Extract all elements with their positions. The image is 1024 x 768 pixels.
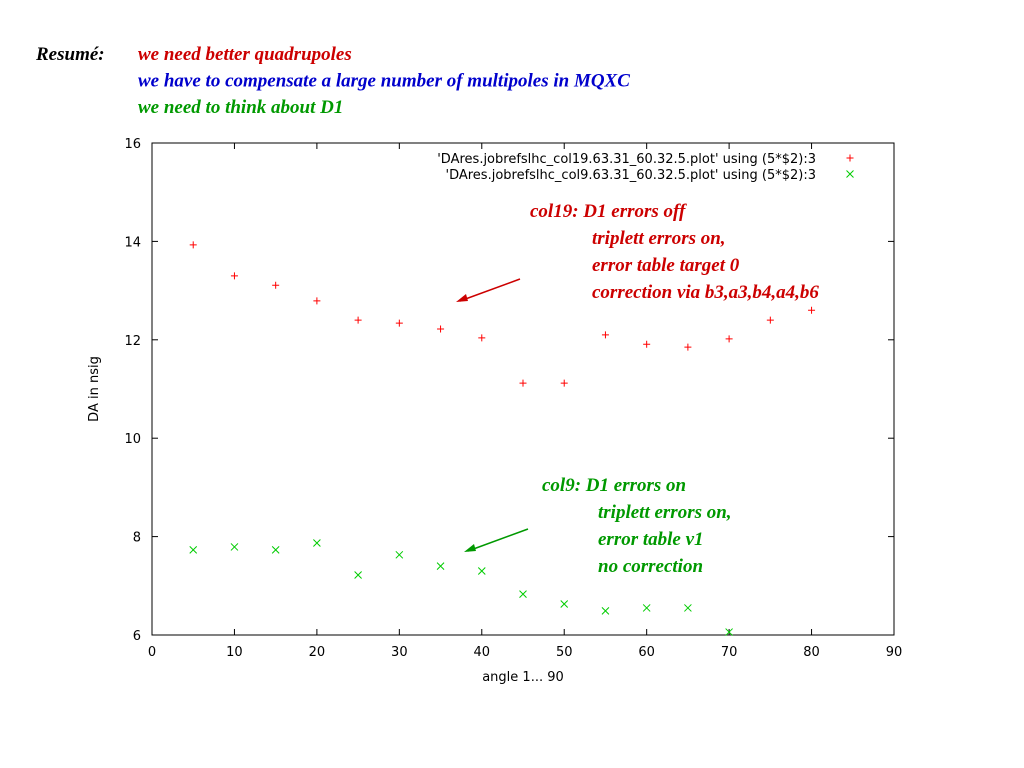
point	[354, 316, 362, 324]
legend-label: 'DAres.jobrefslhc_col9.63.31_60.32.5.plo…	[446, 168, 817, 183]
point	[684, 604, 692, 612]
annotation: col19: D1 errors off	[530, 201, 687, 222]
x-tick-label: 10	[226, 645, 243, 660]
point	[230, 543, 239, 551]
x-tick-label: 20	[309, 645, 326, 660]
point	[643, 340, 651, 348]
x-tick-label: 30	[391, 645, 408, 660]
annotation: correction via b3,a3,b4,a4,b6	[592, 282, 819, 303]
y-tick-label: 6	[133, 629, 141, 644]
point	[437, 325, 445, 333]
point	[642, 604, 651, 612]
annotation: col9: D1 errors on	[542, 475, 686, 496]
y-tick-label: 14	[124, 235, 141, 250]
point	[519, 590, 527, 599]
arrow	[459, 278, 521, 302]
point	[519, 379, 527, 387]
y-axis-label: DA in nsig	[87, 356, 102, 422]
point	[230, 272, 238, 280]
point	[846, 154, 854, 162]
annotation: triplett errors on,	[592, 228, 726, 249]
point	[684, 343, 692, 351]
arrow-head	[464, 544, 476, 552]
point	[354, 571, 362, 579]
x-tick-label: 90	[886, 645, 903, 660]
arrow-head	[456, 294, 468, 302]
point	[560, 379, 568, 387]
slide-line: we need to think about D1	[138, 97, 343, 118]
point	[808, 306, 816, 314]
annotation: triplett errors on,	[598, 502, 732, 523]
slide-heading: Resumé:	[35, 44, 105, 65]
y-tick-label: 10	[124, 432, 141, 447]
y-tick-label: 16	[124, 137, 141, 152]
point	[313, 297, 321, 305]
x-tick-label: 0	[148, 645, 156, 660]
annotation: no correction	[598, 556, 703, 577]
point	[766, 316, 774, 324]
point	[601, 607, 610, 615]
annotation: error table v1	[598, 529, 704, 550]
point	[846, 170, 854, 178]
y-tick-label: 12	[124, 334, 141, 349]
legend-label: 'DAres.jobrefslhc_col19.63.31_60.32.5.pl…	[437, 152, 816, 167]
annotation: error table target 0	[592, 255, 740, 276]
y-tick-label: 8	[133, 531, 141, 546]
x-tick-label: 60	[638, 645, 655, 660]
point	[272, 281, 280, 289]
point	[560, 600, 569, 608]
point	[189, 241, 197, 249]
point	[313, 539, 321, 547]
point	[189, 546, 198, 554]
x-tick-label: 80	[803, 645, 820, 660]
point	[477, 567, 486, 575]
x-tick-label: 50	[556, 645, 573, 660]
point	[395, 550, 404, 559]
point	[725, 628, 733, 636]
point	[601, 331, 609, 339]
point	[436, 562, 445, 570]
plot-frame	[151, 142, 895, 636]
x-axis-label: angle 1... 90	[482, 670, 564, 685]
point	[271, 546, 280, 554]
x-tick-label: 40	[474, 645, 491, 660]
point	[478, 334, 486, 342]
point	[395, 319, 403, 327]
arrow	[467, 528, 529, 552]
slide-line: we need better quadrupoles	[138, 44, 352, 65]
slide-line: we have to compensate a large number of …	[138, 71, 630, 92]
point	[725, 335, 733, 343]
x-tick-label: 70	[721, 645, 738, 660]
